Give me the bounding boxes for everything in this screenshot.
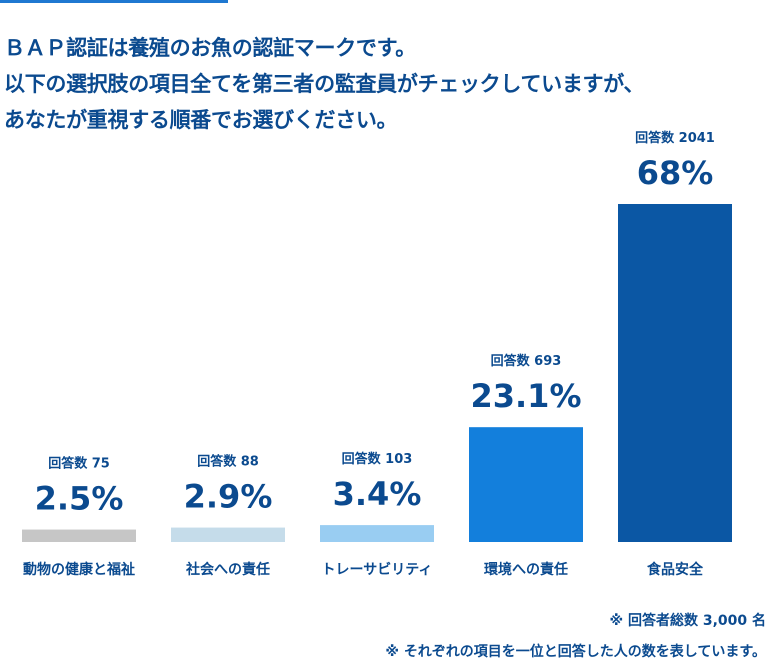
data-label-percent: 2.5%: [35, 480, 124, 518]
top-accent-rule: [0, 0, 228, 3]
category-label: 食品安全: [647, 561, 704, 578]
category-label: トレーサビリティ: [322, 562, 433, 578]
data-label-count: 回答数 88: [197, 454, 259, 470]
bar: [618, 204, 732, 542]
data-label-count: 回答数 2041: [635, 130, 715, 146]
category-label: 社会への責任: [185, 561, 270, 578]
data-label-percent: 68%: [637, 154, 714, 192]
category-label: 動物の健康と福祉: [23, 561, 135, 578]
data-label-percent: 3.4%: [333, 475, 422, 513]
data-label-count: 回答数 75: [48, 456, 110, 472]
data-label-percent: 23.1%: [470, 377, 581, 415]
question-line-1: ＢＡＰ認証は養殖のお魚の認証マークです。: [4, 36, 416, 60]
footnote-explanation: ※ それぞれの項目を一位と回答した人の数を表しています。: [385, 644, 766, 660]
bar: [22, 529, 136, 542]
category-label: 環境への責任: [484, 561, 568, 578]
question-line-2: 以下の選択肢の項目全てを第三者の監査員がチェックしていますが、: [4, 72, 645, 96]
data-label-percent: 2.9%: [184, 478, 273, 516]
question-line-3: あなたが重視する順番でお選びください。: [4, 108, 398, 132]
data-label-count: 回答数 103: [342, 451, 413, 467]
survey-question: ＢＡＰ認証は養殖のお魚の認証マークです。 以下の選択肢の項目全てを第三者の監査員…: [4, 30, 776, 138]
bar: [171, 527, 285, 542]
footnote-total-respondents: ※ 回答者総数 3,000 名: [609, 613, 766, 629]
bar: [320, 525, 434, 542]
bar: [469, 427, 583, 542]
data-label-count: 回答数 693: [491, 353, 562, 369]
